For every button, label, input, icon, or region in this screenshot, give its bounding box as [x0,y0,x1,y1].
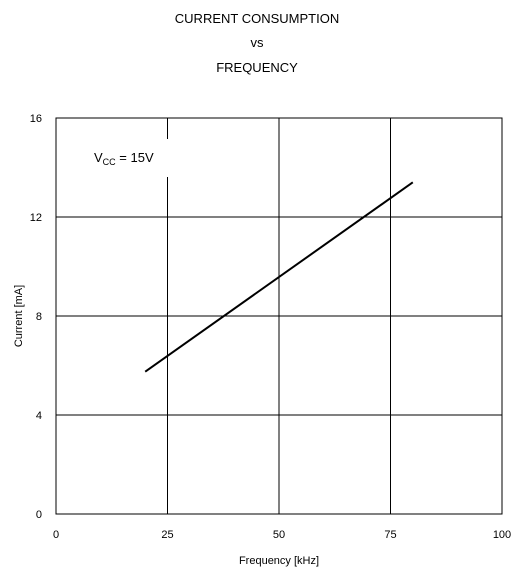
vcc-annotation-main: V [94,150,103,165]
grid-layer [55,117,503,515]
x-tick-label: 50 [273,529,285,541]
y-tick-label: 16 [30,113,42,125]
x-tick-label: 75 [384,529,396,541]
chart-title-line-1: CURRENT CONSUMPTION [174,11,340,26]
x-tick-label: 0 [53,529,59,541]
tick-layer: 0 25 50 75 100 0 4 8 12 16 [30,113,511,541]
vcc-annotation-rest: = 15V [116,150,154,165]
y-tick-label: 4 [36,410,42,422]
y-tick-label: 0 [36,509,42,521]
x-tick-label: 100 [493,529,511,541]
y-tick-label: 12 [30,212,42,224]
y-tick-label: 8 [36,311,42,323]
vcc-annotation-box [80,139,170,177]
series-layer [144,181,414,373]
chart-title-line-2: vs [250,35,264,50]
vcc-annotation: VCC = 15V [94,150,154,167]
x-axis-label: Frequency [kHz] [239,555,319,567]
chart-title-line-3: FREQUENCY [216,60,298,75]
x-tick-label: 25 [161,529,173,541]
y-axis-label: Current [mA] [13,285,25,347]
series-line [144,181,414,373]
vcc-annotation-sub: CC [103,157,116,167]
